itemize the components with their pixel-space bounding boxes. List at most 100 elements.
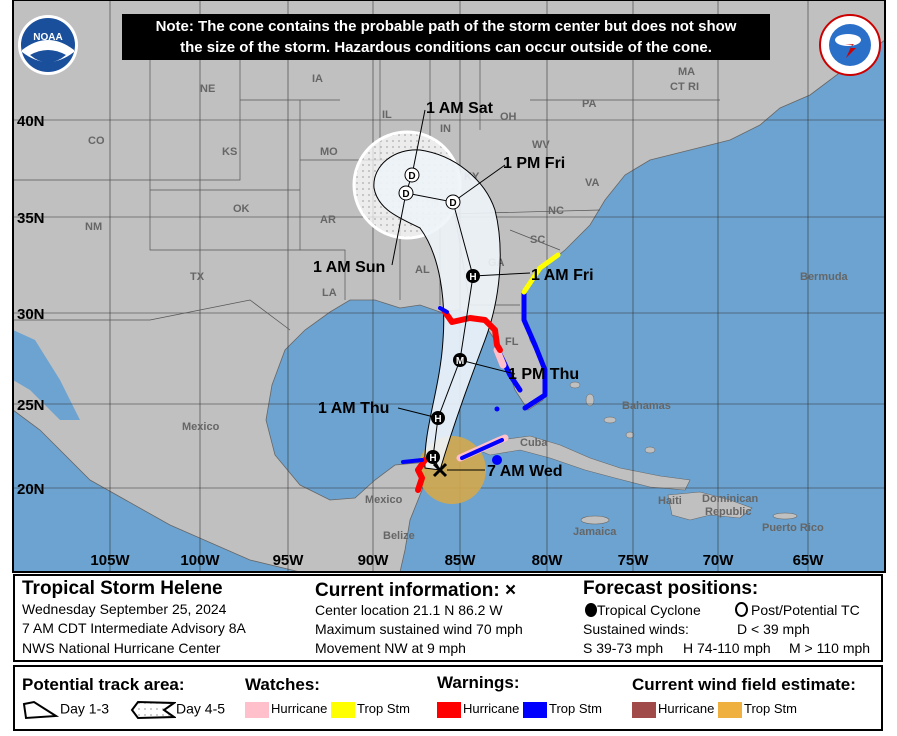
day-4-5-icon	[130, 700, 178, 720]
hurricane-warning-label: Hurricane	[463, 701, 520, 716]
label-dominican: Dominican	[702, 493, 759, 505]
ts-warning-keys	[494, 406, 500, 412]
label-il: IL	[382, 109, 392, 121]
note-line-2: the size of the storm. Hazardous conditi…	[180, 39, 712, 56]
category-m: M > 110 mph	[789, 640, 871, 656]
sustained-winds-label: Sustained winds:	[583, 621, 689, 637]
label-mo: MO	[320, 146, 338, 158]
warnings-title: Warnings:	[437, 673, 520, 692]
issuing-center: NWS National Hurricane Center	[22, 640, 221, 656]
category-s: S 39-73 mph	[583, 640, 664, 656]
info-panel: Tropical Storm Helene Wednesday Septembe…	[13, 574, 883, 662]
region-labels: NE IA IL IN OH PA MA CT RI CO KS MO KY W…	[85, 66, 849, 542]
track-area-title: Potential track area:	[22, 675, 185, 694]
ts-warning-isle-of-youth	[492, 455, 502, 465]
lon-80w: 80W	[532, 552, 564, 569]
ts-warning-fl-panhandle	[438, 306, 449, 314]
lat-35n: 35N	[17, 210, 45, 227]
tropical-cyclone-icon	[585, 603, 597, 617]
label-al: AL	[415, 264, 430, 276]
post-tc-label: Post/Potential TC	[751, 602, 860, 618]
label-mexico-2: Mexico	[365, 494, 403, 506]
lon-95w: 95W	[273, 552, 305, 569]
noaa-logo: NOAA	[18, 15, 78, 75]
lon-105w: 105W	[90, 552, 130, 569]
current-position-x-icon	[432, 462, 448, 478]
legend-panel: Potential track area: Day 1-3 Day 4-5 Wa…	[13, 665, 883, 731]
lat-20n: 20N	[17, 481, 45, 498]
state-borders	[13, 60, 720, 331]
max-wind: Maximum sustained wind 70 mph	[315, 621, 523, 637]
warnings	[401, 252, 561, 493]
current-info-title: Current information: ×	[315, 580, 517, 601]
label-1pm-thu: 1 PM Thu	[508, 366, 579, 383]
label-co: CO	[88, 135, 105, 147]
advisory-number: 7 AM CDT Intermediate Advisory 8A	[22, 620, 246, 636]
lon-85w: 85W	[445, 552, 477, 569]
advisory-date: Wednesday September 25, 2024	[22, 601, 227, 617]
point-d-sun: D	[398, 185, 414, 201]
hurricane-warning-yucatan	[415, 457, 428, 493]
ts-warning-label: Trop Stm	[548, 701, 602, 716]
cone-day-1-3	[373, 149, 501, 471]
watches-title: Watches:	[245, 675, 320, 694]
label-ct: CT	[670, 81, 685, 93]
hurricane-warning-fl	[442, 309, 503, 353]
ts-watch-swatch	[330, 701, 355, 718]
point-h-wed: H	[426, 450, 440, 464]
label-wv: WV	[532, 139, 550, 151]
label-1am-fri: 1 AM Fri	[531, 267, 594, 284]
noaa-logo-text: NOAA	[33, 32, 62, 43]
puerto-rico	[772, 512, 798, 520]
label-la: LA	[322, 287, 337, 299]
label-1pm-fri: 1 PM Fri	[503, 155, 565, 172]
point-d-fri: D	[445, 194, 461, 210]
day-1-3-icon	[22, 700, 60, 720]
hurricane-wind-label: Hurricane	[658, 701, 715, 716]
label-mexico: Mexico	[182, 421, 220, 433]
lon-90w: 90W	[358, 552, 390, 569]
label-jamaica: Jamaica	[573, 526, 617, 538]
label-belize: Belize	[383, 530, 415, 542]
category-h: H 74-110 mph	[683, 640, 771, 656]
lat-25n: 25N	[17, 397, 45, 414]
label-oh: OH	[500, 111, 517, 123]
label-7am-wed: 7 AM Wed	[487, 463, 563, 480]
ts-warning-cuba	[460, 438, 504, 460]
label-haiti: Haiti	[658, 495, 682, 507]
gulf-of-california	[13, 330, 80, 420]
label-bermuda: Bermuda	[800, 271, 849, 283]
hurricane-warning-swatch	[437, 701, 461, 718]
ts-wind-label: Trop Stm	[743, 701, 797, 716]
point-h-fri: H	[466, 269, 480, 283]
storm-title: Tropical Storm Helene	[22, 578, 223, 599]
day-4-5-label: Day 4-5	[176, 700, 226, 717]
hurricane-watch-label: Hurricane	[271, 701, 328, 716]
label-1am-sat: 1 AM Sat	[426, 100, 494, 117]
hurricane-wind-swatch	[632, 701, 656, 718]
forecast-track: H H M H D D D 7 AM Wed 1 AM Thu 1 PM Thu…	[313, 100, 594, 480]
latitude-labels: 40N 35N 30N 25N 20N	[17, 113, 45, 498]
nws-logo	[819, 14, 881, 76]
lon-70w: 70W	[703, 552, 735, 569]
svg-text:H: H	[469, 272, 476, 283]
jamaica	[580, 515, 610, 525]
ts-wind-swatch	[717, 701, 742, 718]
wind-field-title: Current wind field estimate:	[632, 675, 856, 694]
hurricane-watch-swatch	[245, 701, 269, 718]
svg-text:D: D	[408, 171, 415, 182]
label-fl: FL	[505, 336, 519, 348]
map: NE IA IL IN OH PA MA CT RI CO KS MO KY W…	[12, 0, 886, 573]
svg-text:M: M	[456, 356, 464, 367]
label-ne: NE	[200, 83, 215, 95]
ts-watch-label: Trop Stm	[356, 701, 410, 716]
point-h-thu: H	[431, 411, 445, 425]
label-1am-sun: 1 AM Sun	[313, 259, 385, 276]
ts-warning-yucatan	[401, 458, 424, 464]
lat-30n: 30N	[17, 306, 45, 323]
point-m-thu: M	[453, 353, 467, 367]
tropical-cyclone-label: Tropical Cyclone	[597, 602, 701, 618]
svg-text:H: H	[434, 414, 441, 425]
label-ri: RI	[688, 81, 699, 93]
